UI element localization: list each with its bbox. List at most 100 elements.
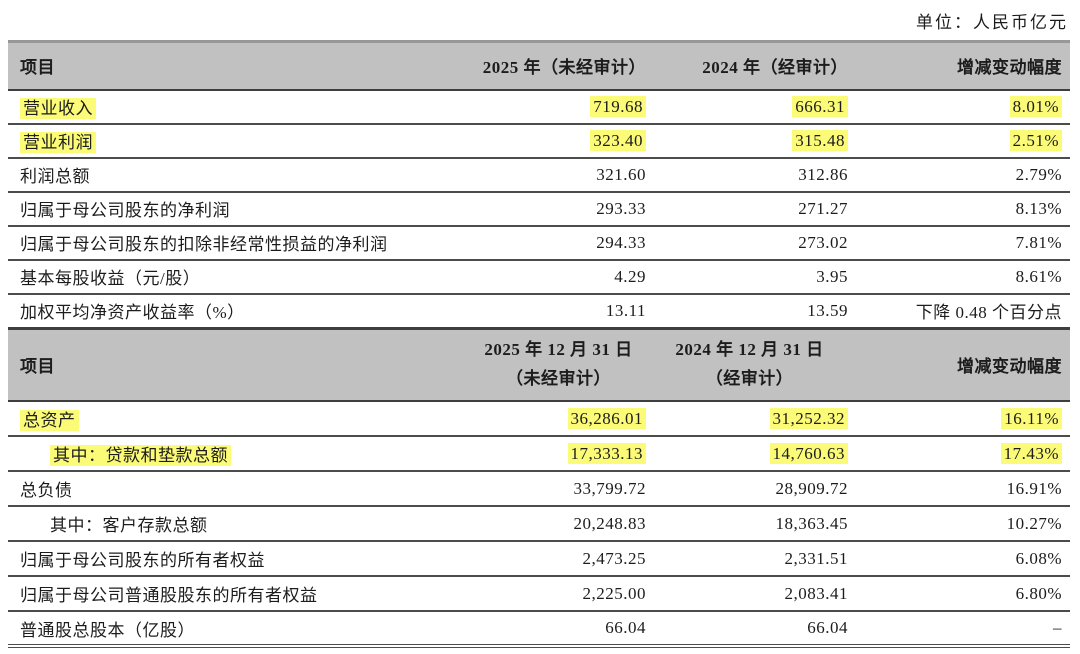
value-2025: 66.04 (605, 618, 646, 637)
value-2025: 33,799.72 (573, 478, 646, 498)
value-2025-cell: 323.40 (468, 124, 648, 158)
value-2024: 273.02 (798, 232, 848, 252)
header-item: 项目 (8, 41, 468, 91)
change-value: 8.13% (1015, 198, 1062, 218)
value-2025: 323.40 (590, 129, 646, 151)
change-value-cell: 8.13% (850, 192, 1070, 226)
balance-sheet-table: 项目 2025 年 12 月 31 日 （未经审计） 2024 年 12 月 3… (8, 328, 1070, 648)
change-value: 6.80% (1015, 583, 1062, 603)
value-2024: 2,331.51 (784, 548, 848, 568)
value-2025-cell: 66.04 (468, 611, 648, 646)
value-2024: 271.27 (798, 198, 848, 218)
table-row: 归属于母公司股东的净利润 293.33 271.27 8.13% (8, 191, 1070, 226)
row-label-cell: 归属于母公司普通股股东的所有者权益 (8, 576, 468, 611)
row-label: 总负债 (20, 481, 73, 500)
table-row: 基本每股收益（元/股） 4.29 3.95 8.61% (8, 259, 1070, 294)
value-2025-cell: 33,799.72 (468, 471, 648, 506)
row-label-cell: 基本每股收益（元/股） (8, 260, 468, 294)
value-2025-cell: 13.11 (468, 294, 648, 328)
row-label: 其中：客户存款总额 (50, 516, 208, 535)
table-row: 总负债 33,799.72 28,909.72 16.91% (8, 471, 1070, 506)
value-2024: 14,760.63 (769, 442, 848, 464)
table-row: 归属于母公司股东的扣除非经常性损益的净利润 294.33 273.02 7.81… (8, 225, 1070, 260)
change-value: 16.11% (1001, 407, 1062, 429)
value-2024-cell: 66.04 (648, 611, 850, 646)
table-row: 加权平均净资产收益率（%） 13.11 13.59 下降 0.48 个百分点 (8, 293, 1070, 328)
change-value: 8.61% (1015, 266, 1062, 286)
row-label: 总资产 (20, 410, 79, 431)
value-2025-cell: 2,473.25 (468, 541, 648, 576)
value-2024-cell: 13.59 (648, 294, 850, 328)
value-2025: 294.33 (596, 232, 646, 252)
header-2025-audit-status: （未经审计） (506, 368, 611, 388)
change-value-cell: 8.01% (850, 90, 1070, 124)
value-2025-cell: 719.68 (468, 90, 648, 124)
row-label: 营业利润 (20, 132, 96, 153)
table-row: 营业利润 323.40 315.48 2.51% (8, 123, 1070, 158)
row-label-cell: 其中：客户存款总额 (8, 506, 468, 541)
value-2024: 18,363.45 (775, 513, 848, 533)
row-label-cell: 总负债 (8, 471, 468, 506)
header-2025-date: 2025 年 12 月 31 日 (484, 339, 633, 359)
change-value: 2.79% (1015, 164, 1062, 184)
value-2024-cell: 18,363.45 (648, 506, 850, 541)
change-value: 8.01% (1009, 95, 1062, 117)
change-value-cell: 17.43% (850, 436, 1070, 471)
income-summary-table: 项目 2025 年（未经审计） 2024 年（经审计） 增减变动幅度 营业收入 … (8, 40, 1070, 329)
change-value: 6.08% (1015, 548, 1062, 568)
value-2024-cell: 2,083.41 (648, 576, 850, 611)
row-label: 普通股总股本（亿股） (20, 620, 195, 640)
value-2025-cell: 17,333.13 (468, 436, 648, 471)
row-label: 基本每股收益（元/股） (20, 269, 201, 288)
income-table-body: 营业收入 719.68 666.31 8.01% 营业利润 323.40 315… (8, 90, 1070, 328)
header-change: 增减变动幅度 (850, 41, 1070, 91)
change-value-cell: 7.81% (850, 226, 1070, 260)
row-label-cell: 归属于母公司股东的所有者权益 (8, 541, 468, 576)
value-2024-cell: 312.86 (648, 158, 850, 192)
table-row: 总资产 36,286.01 31,252.32 16.11% (8, 401, 1070, 436)
unit-label: 单位：人民币亿元 (916, 13, 1068, 32)
balance-table-body: 总资产 36,286.01 31,252.32 16.11% 其中：贷款和垫款总… (8, 401, 1070, 646)
row-label-cell: 归属于母公司股东的净利润 (8, 192, 468, 226)
value-2024: 28,909.72 (775, 478, 848, 498)
header-2025-unaudited: 2025 年（未经审计） (468, 41, 648, 91)
value-2025: 719.68 (590, 95, 646, 117)
value-2024: 31,252.32 (769, 407, 848, 429)
row-label: 归属于母公司股东的扣除非经常性损益的净利润 (20, 235, 388, 254)
change-value-cell: 8.61% (850, 260, 1070, 294)
value-2025: 2,473.25 (582, 548, 646, 568)
row-label-cell: 总资产 (8, 401, 468, 436)
income-table-header: 项目 2025 年（未经审计） 2024 年（经审计） 增减变动幅度 (8, 41, 1070, 91)
value-2024: 13.59 (807, 300, 848, 320)
row-label: 利润总额 (20, 167, 90, 186)
value-2025: 321.60 (596, 164, 646, 184)
table-row: 营业收入 719.68 666.31 8.01% (8, 90, 1070, 124)
value-2024-cell: 31,252.32 (648, 401, 850, 436)
change-value: 2.51% (1009, 129, 1062, 151)
change-value-cell: 6.80% (850, 576, 1070, 611)
value-2025-cell: 294.33 (468, 226, 648, 260)
row-label-cell: 利润总额 (8, 158, 468, 192)
row-label: 归属于母公司普通股股东的所有者权益 (20, 586, 318, 605)
value-2024-cell: 2,331.51 (648, 541, 850, 576)
row-label: 加权平均净资产收益率（%） (20, 303, 245, 322)
value-2024-cell: 666.31 (648, 90, 850, 124)
value-2025-cell: 321.60 (468, 158, 648, 192)
row-label-cell: 其中：贷款和垫款总额 (8, 436, 468, 471)
value-2025-cell: 2,225.00 (468, 576, 648, 611)
header-row: 项目 2025 年（未经审计） 2024 年（经审计） 增减变动幅度 (8, 41, 1070, 91)
row-label: 其中：贷款和垫款总额 (50, 445, 231, 466)
change-value-cell: 下降 0.48 个百分点 (850, 294, 1070, 328)
header-2024-audit-status: （经审计） (705, 368, 794, 388)
change-value: 7.81% (1015, 232, 1062, 252)
balance-table-header: 项目 2025 年 12 月 31 日 （未经审计） 2024 年 12 月 3… (8, 328, 1070, 402)
value-2025: 17,333.13 (567, 442, 646, 464)
change-value: 17.43% (1000, 442, 1062, 464)
value-2025-cell: 4.29 (468, 260, 648, 294)
value-2024: 2,083.41 (784, 583, 848, 603)
header-2024-audited: 2024 年（经审计） (648, 41, 850, 91)
row-label-cell: 归属于母公司股东的扣除非经常性损益的净利润 (8, 226, 468, 260)
value-2025: 20,248.83 (573, 513, 646, 533)
value-2025-cell: 36,286.01 (468, 401, 648, 436)
change-value: – (1053, 618, 1062, 637)
